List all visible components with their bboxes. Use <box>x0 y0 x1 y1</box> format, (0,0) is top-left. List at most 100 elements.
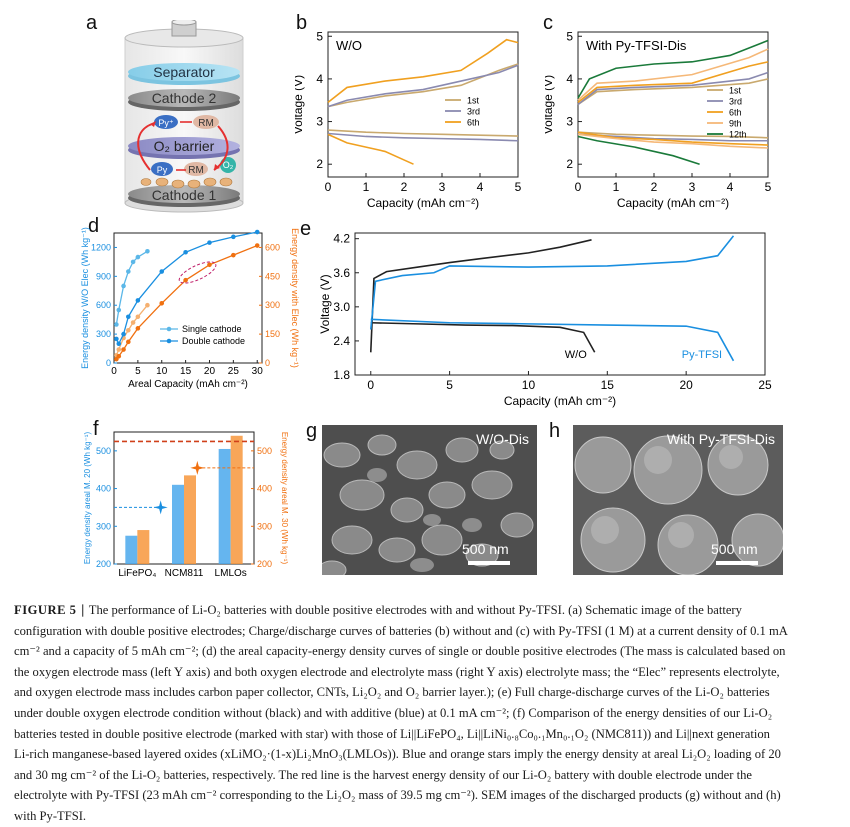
series-line-discharge <box>577 135 700 165</box>
y-tick-label: 0 <box>106 358 111 368</box>
y-right-tick-label: 0 <box>265 358 270 368</box>
caption-line-1: configuration with double positive elect… <box>14 623 788 638</box>
x-tick-label: NCM811 <box>165 568 204 579</box>
data-point <box>126 339 131 345</box>
x-tick-label: 1 <box>363 180 370 194</box>
caption-line-9: electrolyte with Py-TFSI (23 mAh cm⁻² co… <box>14 788 781 803</box>
y-tick-label: 4 <box>316 72 323 86</box>
series-line-charge <box>327 64 519 108</box>
legend-label: 1st <box>467 96 480 106</box>
x-tick-label: 30 <box>252 366 264 377</box>
sem-image-h: With Py-TFSI-Dis 500 nm <box>573 425 783 575</box>
y-right-tick-label: 450 <box>265 271 280 281</box>
data-point <box>135 314 141 320</box>
sem-title-h: With Py-TFSI-Dis <box>666 431 775 447</box>
data-point <box>207 262 212 268</box>
caption-line-8: and 30 mg cm⁻² of the Li-O₂ batteries, r… <box>14 767 752 782</box>
highlight-ellipse <box>178 261 217 284</box>
cathode1-layer <box>128 185 240 203</box>
y-tick-label: 2 <box>566 157 573 171</box>
series-line <box>115 304 148 356</box>
panel-letter-c: c <box>543 12 553 34</box>
x-tick-label: 5 <box>446 378 453 392</box>
bar <box>125 535 138 564</box>
x-tick-label: 0 <box>325 180 332 194</box>
caption-line-2: cm⁻² and a capacity of 5 mAh cm⁻²; (d) t… <box>14 644 786 659</box>
caption-line-7: Li-rich manganese-based layered oxides (… <box>14 747 781 762</box>
data-point <box>116 347 122 352</box>
y-tick-label: 1.8 <box>333 368 350 382</box>
scale-label-g: 500 nm <box>462 541 509 557</box>
y-right-tick-label: 500 <box>257 446 272 456</box>
cathode1-label: Cathode 1 <box>152 187 217 203</box>
y-tick-label: 500 <box>96 446 111 456</box>
data-point <box>126 327 131 333</box>
data-point <box>135 254 141 260</box>
data-point <box>145 302 150 308</box>
y-right-axis-label: Energy density with Elec (Wh kg⁻¹) <box>290 228 300 368</box>
bar <box>184 475 196 564</box>
caption-line-4: and oxygen electrode mass includes carbo… <box>14 685 770 700</box>
legend-label: 3rd <box>467 107 480 117</box>
data-point <box>231 252 236 258</box>
series-line-discharge <box>327 129 519 137</box>
x-tick-label: 0 <box>367 378 374 392</box>
series-line <box>115 244 258 360</box>
y-right-tick-label: 400 <box>257 484 272 494</box>
series-line-charge <box>577 71 769 106</box>
caption-line-text: ∣ The performance of Li-O₂ batteries wit… <box>76 603 742 617</box>
star-marker <box>153 500 168 515</box>
data-point <box>116 341 122 347</box>
bar <box>172 484 184 564</box>
rm-label-bottom: RM <box>188 165 204 176</box>
chart-e: 0 5 10 15 20 25 1.8 2.4 3.0 3.6 4.2 Capacity (mAh c… <box>318 232 772 408</box>
y-axis-label: Voltage (V) <box>295 75 305 134</box>
legend-label: 12th <box>729 130 747 140</box>
data-point <box>207 240 212 245</box>
x-tick-label: 2 <box>651 180 658 194</box>
legend-label: Double cathode <box>182 336 245 346</box>
x-tick-label: 5 <box>515 180 522 194</box>
bar <box>137 530 150 564</box>
data-point <box>183 277 188 283</box>
bar <box>230 435 243 564</box>
legend-label: 3rd <box>729 97 742 107</box>
x-tick-label: 15 <box>180 366 192 377</box>
series-label-wo: W/O <box>565 349 587 361</box>
scale-bar-g <box>468 561 510 565</box>
series-line-charge <box>369 235 735 330</box>
y-tick-label: 3 <box>316 115 323 129</box>
x-tick-label: 4 <box>727 180 734 194</box>
x-tick-label: LMLOs <box>215 568 247 579</box>
series-line-discharge <box>577 131 769 139</box>
x-tick-label: 2 <box>401 180 408 194</box>
y-tick-label: 5 <box>566 29 573 43</box>
figure-caption: FIGURE 5 ∣ The performance of Li-O₂ batt… <box>14 600 840 827</box>
chart-c: 0 1 2 3 4 5 2 3 4 5 Capacity (mAh cm⁻²) Voltage (V)… <box>545 29 772 210</box>
y-tick-label: 600 <box>96 300 111 310</box>
sem-texture-g <box>322 425 537 575</box>
x-tick-label: 4 <box>477 180 484 194</box>
x-tick-label: 0 <box>111 366 117 377</box>
y-tick-label: 4 <box>566 72 573 86</box>
chart-f: 200 300 400 500 200 300 400 500 Energy density a… <box>83 431 289 579</box>
series-line-discharge <box>327 132 519 142</box>
y-tick-label: 5 <box>316 29 323 43</box>
data-point <box>116 353 122 359</box>
y-right-tick-label: 300 <box>257 521 272 531</box>
y-tick-label: 4.2 <box>333 232 350 246</box>
caption-line-3: the oxygen electrode mass (left Y axis) … <box>14 664 780 679</box>
chart-d: 0 5 10 15 20 25 30030060090012000150300450600A… <box>80 227 300 390</box>
legend-label: 1st <box>729 86 742 96</box>
plot-frame <box>113 232 263 364</box>
caption-line-10: with Py-TFSI. <box>14 808 87 823</box>
x-tick-label: 5 <box>765 180 772 194</box>
battery-schematic: Separator Cathode 2 O₂ barrier Cathode 1… <box>124 20 244 213</box>
data-point <box>116 307 122 313</box>
y-axis-label: Voltage (V) <box>545 75 555 134</box>
data-point <box>114 336 119 342</box>
cathode2-label: Cathode 2 <box>152 90 217 106</box>
x-tick-label: 0 <box>575 180 582 194</box>
data-point <box>114 322 119 327</box>
data-point <box>121 331 126 337</box>
